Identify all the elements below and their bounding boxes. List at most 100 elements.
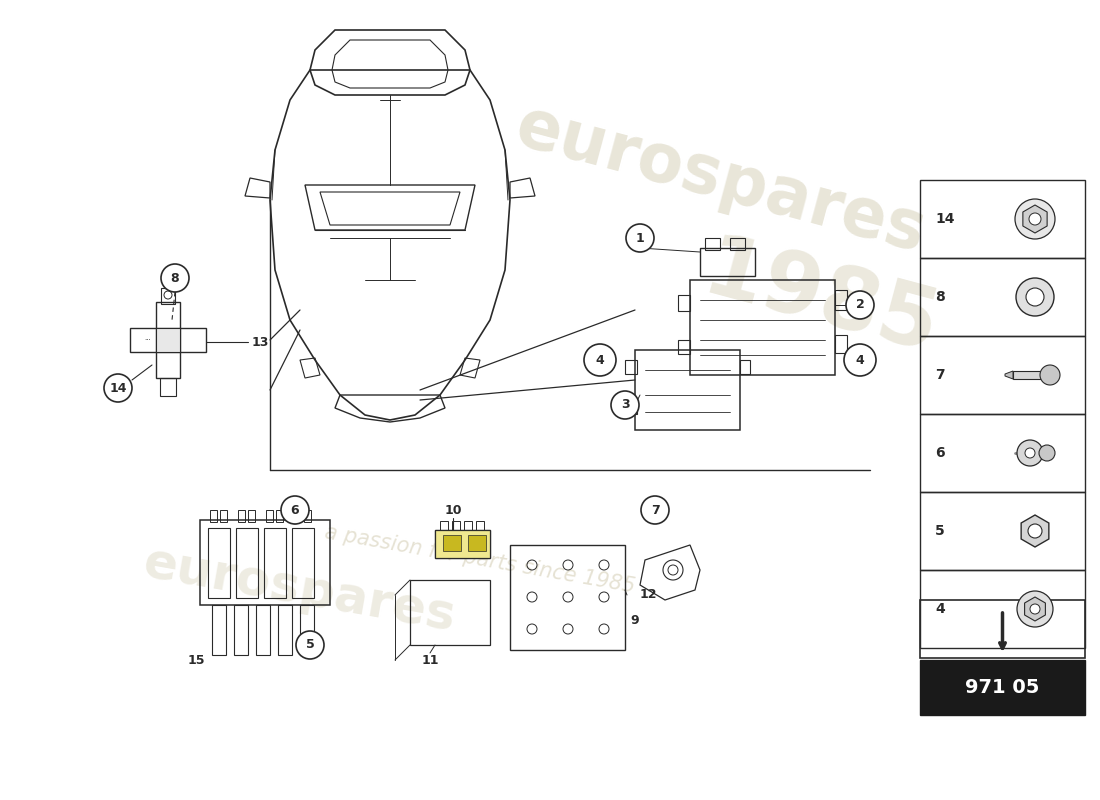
Bar bbox=[264, 528, 286, 598]
Bar bbox=[304, 510, 311, 522]
Circle shape bbox=[846, 291, 874, 319]
Text: 14: 14 bbox=[935, 212, 955, 226]
Text: 10: 10 bbox=[444, 503, 462, 517]
Bar bbox=[161, 288, 175, 304]
Circle shape bbox=[1018, 591, 1053, 627]
Text: 7: 7 bbox=[650, 503, 659, 517]
Bar bbox=[220, 510, 227, 522]
Bar bbox=[678, 295, 690, 311]
Bar bbox=[920, 570, 1085, 648]
Bar bbox=[920, 414, 1085, 492]
Bar bbox=[730, 238, 745, 250]
Text: 4: 4 bbox=[856, 354, 865, 366]
Bar bbox=[434, 530, 490, 558]
Bar bbox=[156, 328, 180, 352]
Circle shape bbox=[1040, 445, 1055, 461]
Bar bbox=[740, 360, 750, 374]
Text: 971 05: 971 05 bbox=[966, 678, 1040, 697]
Circle shape bbox=[296, 631, 324, 659]
Text: 1: 1 bbox=[636, 231, 645, 245]
Bar bbox=[160, 378, 176, 396]
Bar bbox=[625, 360, 637, 374]
Circle shape bbox=[1040, 365, 1060, 385]
Text: 12: 12 bbox=[640, 589, 658, 602]
Bar bbox=[256, 605, 270, 655]
Bar bbox=[210, 510, 217, 522]
Circle shape bbox=[1018, 440, 1043, 466]
Bar bbox=[920, 660, 1085, 715]
Text: 4: 4 bbox=[595, 354, 604, 366]
Bar bbox=[238, 510, 245, 522]
Bar bbox=[678, 340, 690, 354]
Bar bbox=[266, 510, 273, 522]
Text: 4: 4 bbox=[935, 602, 945, 616]
Bar bbox=[200, 520, 330, 605]
Text: 6: 6 bbox=[290, 503, 299, 517]
Bar bbox=[234, 605, 248, 655]
Bar bbox=[294, 510, 301, 522]
Text: 8: 8 bbox=[170, 271, 179, 285]
Circle shape bbox=[1015, 199, 1055, 239]
Bar bbox=[920, 336, 1085, 414]
Text: 5: 5 bbox=[306, 638, 315, 651]
Bar bbox=[476, 521, 484, 532]
Bar bbox=[156, 302, 180, 378]
Bar bbox=[920, 600, 1085, 658]
Bar bbox=[835, 335, 847, 353]
Bar bbox=[690, 280, 835, 375]
Bar bbox=[625, 400, 637, 414]
Bar bbox=[236, 528, 258, 598]
Circle shape bbox=[1030, 604, 1040, 614]
Circle shape bbox=[584, 344, 616, 376]
Text: 5: 5 bbox=[935, 524, 945, 538]
Bar bbox=[276, 510, 283, 522]
Circle shape bbox=[1028, 213, 1041, 225]
Bar bbox=[700, 248, 755, 276]
Text: eurospares: eurospares bbox=[140, 539, 460, 641]
Polygon shape bbox=[1021, 515, 1049, 547]
Polygon shape bbox=[1024, 597, 1045, 621]
Text: 3: 3 bbox=[620, 398, 629, 411]
Circle shape bbox=[280, 496, 309, 524]
Text: 7: 7 bbox=[935, 368, 945, 382]
Bar bbox=[468, 535, 486, 551]
Polygon shape bbox=[1023, 205, 1047, 233]
Text: ...: ... bbox=[144, 335, 152, 341]
Text: 8: 8 bbox=[935, 290, 945, 304]
Bar bbox=[835, 290, 847, 310]
Bar bbox=[635, 350, 740, 430]
Bar bbox=[278, 605, 292, 655]
Text: a passion for parts since 1985: a passion for parts since 1985 bbox=[323, 523, 637, 597]
Circle shape bbox=[610, 391, 639, 419]
Text: eurospares: eurospares bbox=[508, 94, 932, 266]
Bar bbox=[510, 545, 625, 650]
Circle shape bbox=[1028, 524, 1042, 538]
Text: 15: 15 bbox=[188, 654, 206, 666]
Bar bbox=[208, 528, 230, 598]
Circle shape bbox=[641, 496, 669, 524]
Circle shape bbox=[1025, 448, 1035, 458]
Bar bbox=[130, 328, 206, 352]
Circle shape bbox=[104, 374, 132, 402]
Bar bbox=[920, 258, 1085, 336]
Text: 1985: 1985 bbox=[693, 229, 946, 371]
Circle shape bbox=[844, 344, 876, 376]
Text: 9: 9 bbox=[630, 614, 639, 626]
Text: 14: 14 bbox=[109, 382, 126, 394]
Bar bbox=[248, 510, 255, 522]
Circle shape bbox=[161, 264, 189, 292]
Bar bbox=[452, 521, 460, 532]
Bar bbox=[410, 580, 490, 645]
Text: 6: 6 bbox=[935, 446, 945, 460]
Bar bbox=[434, 530, 490, 558]
Circle shape bbox=[626, 224, 654, 252]
Bar bbox=[705, 238, 720, 250]
Bar bbox=[920, 180, 1085, 258]
Bar bbox=[300, 605, 313, 655]
Bar bbox=[464, 521, 472, 532]
Text: 11: 11 bbox=[421, 654, 439, 666]
Text: 13: 13 bbox=[252, 335, 270, 349]
Bar bbox=[212, 605, 226, 655]
Bar bbox=[1013, 371, 1048, 379]
Bar bbox=[920, 492, 1085, 570]
